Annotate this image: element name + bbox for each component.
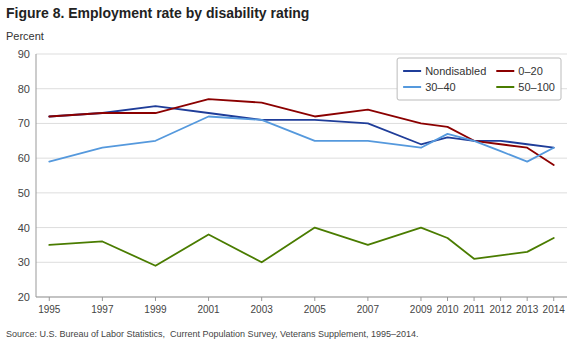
grid-line <box>36 158 567 159</box>
legend-label: Nondisabled <box>425 65 486 77</box>
x-tick <box>261 297 262 301</box>
legend: Nondisabled 0–20 30–40 50–100 <box>397 58 561 100</box>
x-tick-label: 2010 <box>436 304 459 315</box>
series-line <box>49 99 553 165</box>
legend-box <box>397 58 561 100</box>
y-tick-label: 80 <box>18 83 30 95</box>
y-tick-label: 50 <box>18 187 30 199</box>
grid-line <box>36 297 567 298</box>
x-axis-line <box>36 297 567 298</box>
lines <box>49 99 553 266</box>
x-tick <box>420 297 421 301</box>
x-tick-label: 2005 <box>304 304 327 315</box>
legend-item: 50–100 <box>496 81 555 93</box>
y-tick-label: 20 <box>18 291 30 303</box>
x-tick <box>314 297 315 301</box>
series-line <box>49 116 553 161</box>
grid-line <box>36 192 567 193</box>
x-tick-label: 1995 <box>38 304 61 315</box>
legend-item: 30–40 <box>403 81 456 93</box>
x-tick <box>367 297 368 301</box>
x-tick-label: 2001 <box>197 304 220 315</box>
x-tick-label: 1997 <box>91 304 114 315</box>
x-tick <box>553 297 554 301</box>
x-tick <box>474 297 475 301</box>
x-tick <box>102 297 103 301</box>
y-tick-label: 40 <box>18 222 30 234</box>
legend-swatch <box>496 70 514 72</box>
x-tick <box>208 297 209 301</box>
x-tick <box>155 297 156 301</box>
source-note: Source: U.S. Bureau of Labor Statistics,… <box>6 329 419 339</box>
grid-line <box>36 262 567 263</box>
y-tick-label: 30 <box>18 256 30 268</box>
x-tick-label: 2012 <box>490 304 513 315</box>
y-tick-label: 90 <box>18 48 30 60</box>
x-tick-label: 2003 <box>251 304 274 315</box>
legend-label: 50–100 <box>518 81 555 93</box>
legend-swatch <box>403 86 421 88</box>
x-tick-label: 2013 <box>516 304 539 315</box>
legend-swatch <box>403 70 421 72</box>
y-axis-line <box>36 54 37 297</box>
legend-label: 0–20 <box>518 65 542 77</box>
y-tick-label: 70 <box>18 117 30 129</box>
legend-swatch <box>496 86 514 88</box>
x-tick-label: 2007 <box>357 304 380 315</box>
grid-line <box>36 123 567 124</box>
grid-line <box>36 54 567 55</box>
x-tick-label: 2011 <box>463 304 485 315</box>
title: Figure 8. Employment rate by disability … <box>6 5 309 21</box>
x-tick-label: 2014 <box>543 304 566 315</box>
chart-svg: Figure 8. Employment rate by disability … <box>0 0 575 345</box>
series-line <box>49 228 553 266</box>
x-tick <box>500 297 501 301</box>
x-tick <box>447 297 448 301</box>
x-tick <box>527 297 528 301</box>
legend-item: 0–20 <box>496 65 542 77</box>
legend-item: Nondisabled <box>403 65 486 77</box>
x-tick-label: 2009 <box>410 304 433 315</box>
grid <box>36 54 567 297</box>
x-tick-label: 1999 <box>144 304 167 315</box>
y-axis-label: Percent <box>6 30 44 42</box>
chart-container: Figure 8. Employment rate by disability … <box>0 0 575 345</box>
x-tick <box>49 297 50 301</box>
grid-line <box>36 227 567 228</box>
legend-label: 30–40 <box>425 81 456 93</box>
y-tick-label: 60 <box>18 152 30 164</box>
